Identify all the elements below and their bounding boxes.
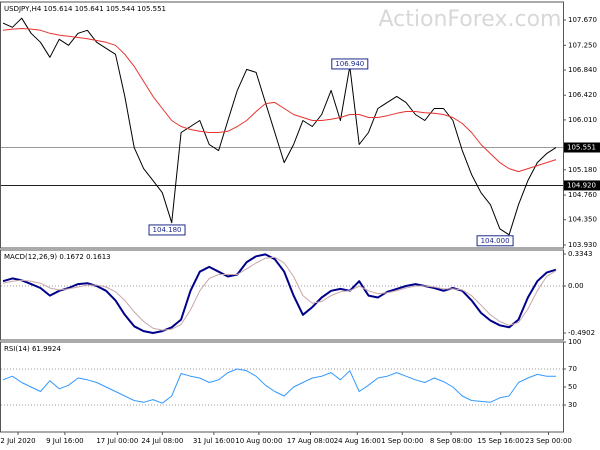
x-tick-label: 17 Aug 08:00 <box>287 437 334 445</box>
annotation-label: 104.000 <box>481 237 510 245</box>
y-tick-label: 30 <box>568 401 577 409</box>
price-label-box <box>564 180 600 191</box>
panel-title: USDJPY,H4 105.614 105.641 105.544 105.55… <box>4 5 166 13</box>
y-tick-label: 104.350 <box>568 216 597 224</box>
y-tick-label: 106.840 <box>568 66 597 74</box>
x-tick-label: 24 Jul 08:00 <box>141 437 183 445</box>
y-tick-label: 107.670 <box>568 16 597 24</box>
y-tick-label: 107.250 <box>568 41 597 49</box>
x-tick-label: 8 Sep 08:00 <box>430 437 472 445</box>
y-tick-label: 100 <box>568 338 581 346</box>
y-tick-label: 0.3343 <box>568 250 593 258</box>
panel-frame <box>0 249 564 341</box>
panel-title: RSI(14) 61.9924 <box>4 345 61 353</box>
watermark: ActionForex.com <box>379 7 562 32</box>
y-tick-label: 106.010 <box>568 116 597 124</box>
annotation-box <box>476 235 514 247</box>
x-tick-label: 15 Sep 16:00 <box>477 437 524 445</box>
series-line <box>2 256 557 331</box>
panel-frame <box>0 1 564 249</box>
y-tick-label: 106.420 <box>568 91 597 99</box>
annotation-box <box>331 58 369 70</box>
y-tick-label: 50 <box>568 383 577 391</box>
y-tick-label: 0.00 <box>568 282 584 290</box>
x-tick-label: 17 Jul 00:00 <box>96 437 138 445</box>
annotation-box <box>148 224 186 236</box>
y-tick-label: 103.930 <box>568 241 597 249</box>
annotation-label: 106.940 <box>335 60 364 68</box>
annotation-label: 104.180 <box>153 226 182 234</box>
x-tick-label: 1 Sep 00:00 <box>381 437 423 445</box>
x-tick-label: 10 Aug 00:00 <box>235 437 282 445</box>
x-tick-label: 2 Jul 2020 <box>0 437 35 445</box>
y-tick-label: -0.4902 <box>568 329 595 337</box>
series-line <box>2 28 557 173</box>
series-line <box>2 368 556 404</box>
y-tick-label: 70 <box>568 365 577 373</box>
panel-title: MACD(12,26,9) 0.1672 0.1613 <box>4 253 111 261</box>
y-tick-label: 104.760 <box>568 191 597 199</box>
x-tick-label: 23 Sep 00:00 <box>525 437 572 445</box>
x-tick-label: 9 Jul 16:00 <box>46 437 84 445</box>
x-tick-label: 24 Aug 16:00 <box>334 437 381 445</box>
price-label: 104.920 <box>567 181 596 189</box>
price-label: 105.551 <box>567 143 596 151</box>
price-label-box <box>564 142 600 153</box>
x-tick-label: 31 Jul 16:00 <box>193 437 235 445</box>
y-tick-label: 105.180 <box>568 166 597 174</box>
